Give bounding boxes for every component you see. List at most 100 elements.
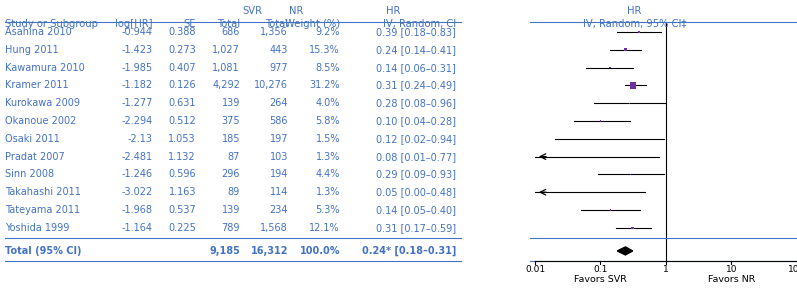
Text: -1.164: -1.164	[122, 223, 153, 233]
Text: Study or Subgroup: Study or Subgroup	[5, 19, 98, 29]
Text: 1.3%: 1.3%	[316, 152, 340, 162]
Text: -2.13: -2.13	[128, 134, 153, 144]
Text: SE: SE	[183, 19, 196, 29]
Text: log[HR]: log[HR]	[116, 19, 153, 29]
Text: 1: 1	[663, 265, 669, 274]
Text: Yoshida 1999: Yoshida 1999	[5, 223, 69, 233]
Text: 100: 100	[788, 265, 797, 274]
Text: 4.4%: 4.4%	[316, 169, 340, 179]
Text: 15.3%: 15.3%	[309, 45, 340, 55]
Text: 1.053: 1.053	[168, 134, 196, 144]
Text: 12.1%: 12.1%	[309, 223, 340, 233]
Text: HR: HR	[627, 6, 642, 16]
Text: Okanoue 2002: Okanoue 2002	[5, 116, 77, 126]
Bar	[609, 67, 611, 68]
Bar	[630, 82, 636, 88]
Text: 0.29 [0.09–0.93]: 0.29 [0.09–0.93]	[376, 169, 456, 179]
Text: 4.0%: 4.0%	[316, 98, 340, 108]
Text: 234: 234	[269, 205, 288, 215]
Text: 0.31 [0.24–0.49]: 0.31 [0.24–0.49]	[376, 80, 456, 91]
Text: -0.944: -0.944	[122, 27, 153, 37]
Text: 139: 139	[222, 205, 240, 215]
Text: 16,312: 16,312	[250, 246, 288, 256]
Text: 185: 185	[222, 134, 240, 144]
Text: SVR: SVR	[242, 6, 262, 16]
Text: IV, Random, 95% CI‡: IV, Random, 95% CI‡	[583, 19, 686, 29]
Bar	[630, 174, 631, 175]
Text: 89: 89	[228, 187, 240, 197]
Text: 789: 789	[222, 223, 240, 233]
Text: 0.225: 0.225	[168, 223, 196, 233]
Text: 0.08 [0.01–0.77]: 0.08 [0.01–0.77]	[376, 152, 456, 162]
Text: -2.294: -2.294	[122, 116, 153, 126]
Text: 1,081: 1,081	[212, 63, 240, 73]
Text: -1.246: -1.246	[122, 169, 153, 179]
Text: 586: 586	[269, 116, 288, 126]
Text: 197: 197	[269, 134, 288, 144]
Text: -1.182: -1.182	[122, 80, 153, 91]
Text: 0.273: 0.273	[168, 45, 196, 55]
Bar	[600, 120, 601, 122]
Text: 0.24* [0.18–0.31]: 0.24* [0.18–0.31]	[362, 246, 456, 256]
Text: Favors NR: Favors NR	[708, 275, 756, 284]
Text: 5.8%: 5.8%	[316, 116, 340, 126]
Text: 0.126: 0.126	[168, 80, 196, 91]
Text: Kurokawa 2009: Kurokawa 2009	[5, 98, 80, 108]
Text: Weight (%): Weight (%)	[285, 19, 340, 29]
Text: 4,292: 4,292	[212, 80, 240, 91]
Bar	[638, 31, 640, 33]
Text: 8.5%: 8.5%	[316, 63, 340, 73]
Text: HR: HR	[386, 6, 400, 16]
Text: 0.388: 0.388	[168, 27, 196, 37]
Text: 1.5%: 1.5%	[316, 134, 340, 144]
Text: 87: 87	[228, 152, 240, 162]
Text: 977: 977	[269, 63, 288, 73]
Text: 10: 10	[726, 265, 737, 274]
Text: 0.512: 0.512	[168, 116, 196, 126]
Text: Osaki 2011: Osaki 2011	[5, 134, 60, 144]
Text: -1.968: -1.968	[122, 205, 153, 215]
Text: 0.537: 0.537	[168, 205, 196, 215]
Text: 0.14 [0.05–0.40]: 0.14 [0.05–0.40]	[376, 205, 456, 215]
Text: 0.31 [0.17–0.59]: 0.31 [0.17–0.59]	[376, 223, 456, 233]
Text: 0.631: 0.631	[168, 98, 196, 108]
Text: 9,185: 9,185	[209, 246, 240, 256]
Text: -1.985: -1.985	[122, 63, 153, 73]
Text: 296: 296	[222, 169, 240, 179]
Text: Tateyama 2011: Tateyama 2011	[5, 205, 80, 215]
Text: 686: 686	[222, 27, 240, 37]
Text: 1,356: 1,356	[261, 27, 288, 37]
Text: 103: 103	[269, 152, 288, 162]
Text: -1.423: -1.423	[122, 45, 153, 55]
Text: Kramer 2011: Kramer 2011	[5, 80, 69, 91]
Text: 264: 264	[269, 98, 288, 108]
Text: 194: 194	[269, 169, 288, 179]
Text: 139: 139	[222, 98, 240, 108]
Text: 0.39 [0.18–0.83]: 0.39 [0.18–0.83]	[376, 27, 456, 37]
Text: 100.0%: 100.0%	[300, 246, 340, 256]
Text: 0.01: 0.01	[525, 265, 545, 274]
Text: 0.24 [0.14–0.41]: 0.24 [0.14–0.41]	[376, 45, 456, 55]
Polygon shape	[617, 247, 633, 255]
Bar	[610, 209, 611, 211]
Text: Favors SVR: Favors SVR	[574, 275, 627, 284]
Text: 375: 375	[222, 116, 240, 126]
Text: -3.022: -3.022	[122, 187, 153, 197]
Text: 0.12 [0.02–0.94]: 0.12 [0.02–0.94]	[376, 134, 456, 144]
Text: -1.277: -1.277	[122, 98, 153, 108]
Text: 0.14 [0.06–0.31]: 0.14 [0.06–0.31]	[376, 63, 456, 73]
Text: Total: Total	[265, 19, 288, 29]
Text: 0.28 [0.08–0.96]: 0.28 [0.08–0.96]	[376, 98, 456, 108]
Text: Total (95% CI): Total (95% CI)	[5, 246, 81, 256]
Text: 5.3%: 5.3%	[316, 205, 340, 215]
Text: 0.10 [0.04–0.28]: 0.10 [0.04–0.28]	[376, 116, 456, 126]
Text: 0.1: 0.1	[593, 265, 607, 274]
Text: Asahina 2010: Asahina 2010	[5, 27, 72, 37]
Text: IV, Random, CI: IV, Random, CI	[383, 19, 456, 29]
Text: 443: 443	[269, 45, 288, 55]
Text: 1,568: 1,568	[261, 223, 288, 233]
Text: 1.163: 1.163	[168, 187, 196, 197]
Text: Kawamura 2010: Kawamura 2010	[5, 63, 84, 73]
Text: Pradat 2007: Pradat 2007	[5, 152, 65, 162]
Text: 10,276: 10,276	[254, 80, 288, 91]
